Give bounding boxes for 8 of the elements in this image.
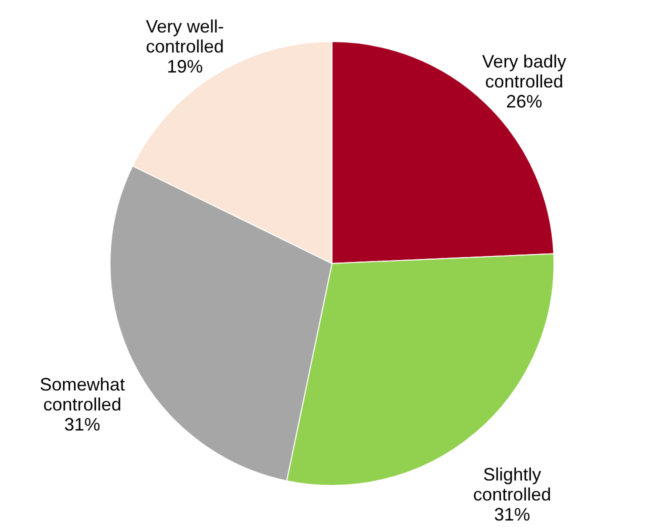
slice-label: Very well- controlled [146,16,224,57]
data-label: 31% [494,504,530,524]
data-label: 19% [166,56,203,77]
slice-label: Somewhat controlled [40,374,125,415]
slice-label: Very badly controlled [482,52,566,92]
slice-label: Slightly controlled [473,464,552,504]
data-label: 26% [506,92,542,112]
data-label: 31% [64,414,100,435]
